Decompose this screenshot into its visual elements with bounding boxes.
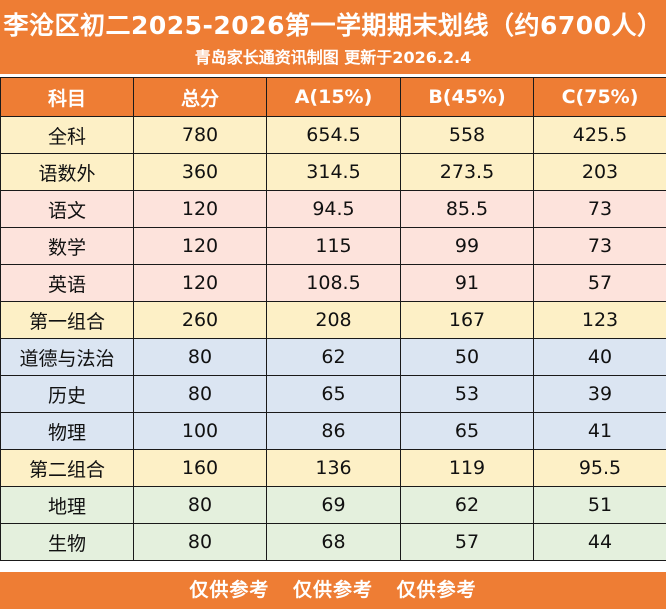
footer-note: 仅供参考	[189, 579, 270, 601]
cell-total: 360	[133, 153, 267, 191]
table-row: 物理 100 86 65 41	[0, 412, 666, 450]
cell-total: 160	[133, 449, 267, 487]
cell-grade-c: 73	[533, 190, 666, 228]
cell-grade-c: 203	[533, 153, 666, 191]
table-header-row: 科目 总分 A(15%) B(45%) C(75%)	[0, 77, 666, 117]
cell-grade-c: 44	[533, 523, 666, 561]
table-row: 全科 780 654.5 558 425.5	[0, 116, 666, 154]
cell-grade-a: 314.5	[266, 153, 401, 191]
cell-grade-b: 65	[400, 412, 534, 450]
cell-grade-c: 39	[533, 375, 666, 413]
cell-grade-c: 41	[533, 412, 666, 450]
cell-grade-b: 91	[400, 264, 534, 302]
cell-grade-a: 115	[266, 227, 401, 265]
table-row: 历史 80 65 53 39	[0, 375, 666, 413]
table-row: 英语 120 108.5 91 57	[0, 264, 666, 302]
cell-grade-b: 273.5	[400, 153, 534, 191]
cell-grade-a: 208	[266, 301, 401, 339]
cell-subject: 语数外	[0, 153, 134, 191]
column-header-grade-b: B(45%)	[400, 77, 534, 117]
cell-total: 100	[133, 412, 267, 450]
table-row: 第一组合 260 208 167 123	[0, 301, 666, 339]
cell-grade-b: 62	[400, 486, 534, 524]
cell-grade-b: 57	[400, 523, 534, 561]
cell-subject: 英语	[0, 264, 134, 302]
cell-subject: 地理	[0, 486, 134, 524]
cell-grade-c: 40	[533, 338, 666, 376]
cell-subject: 物理	[0, 412, 134, 450]
table-row: 地理 80 69 62 51	[0, 486, 666, 524]
column-header-total: 总分	[133, 77, 267, 117]
column-header-subject: 科目	[0, 77, 134, 117]
cell-total: 80	[133, 523, 267, 561]
cell-subject: 道德与法治	[0, 338, 134, 376]
table-body: 全科 780 654.5 558 425.5 语数外 360 314.5 273.5 203 语文 1…	[0, 116, 666, 561]
cell-grade-a: 136	[266, 449, 401, 487]
footer-banner: 仅供参考 仅供参考 仅供参考	[0, 572, 666, 609]
cell-total: 120	[133, 227, 267, 265]
page-title: 李沧区初二2025-2026第一学期期末划线（约6700人）	[3, 11, 663, 40]
header-banner: 李沧区初二2025-2026第一学期期末划线（约6700人） 青岛家长通资讯制图…	[0, 0, 666, 74]
cell-subject: 第二组合	[0, 449, 134, 487]
cell-grade-c: 57	[533, 264, 666, 302]
cell-total: 80	[133, 338, 267, 376]
cell-grade-c: 73	[533, 227, 666, 265]
cell-grade-b: 50	[400, 338, 534, 376]
cell-grade-a: 65	[266, 375, 401, 413]
page-subtitle: 青岛家长通资讯制图 更新于2026.2.4	[194, 48, 472, 67]
footer-note: 仅供参考	[292, 579, 373, 601]
cell-grade-b: 167	[400, 301, 534, 339]
table-row: 第二组合 160 136 119 95.5	[0, 449, 666, 487]
column-header-grade-c: C(75%)	[533, 77, 666, 117]
cell-subject: 数学	[0, 227, 134, 265]
table-row: 数学 120 115 99 73	[0, 227, 666, 265]
cell-grade-c: 425.5	[533, 116, 666, 154]
cell-subject: 历史	[0, 375, 134, 413]
cell-subject: 语文	[0, 190, 134, 228]
cell-grade-c: 123	[533, 301, 666, 339]
footer-note: 仅供参考	[396, 579, 477, 601]
cell-total: 120	[133, 190, 267, 228]
table-row: 生物 80 68 57 44	[0, 523, 666, 561]
cell-grade-b: 53	[400, 375, 534, 413]
cell-total: 780	[133, 116, 267, 154]
cell-grade-b: 558	[400, 116, 534, 154]
cell-grade-c: 95.5	[533, 449, 666, 487]
table-row: 语文 120 94.5 85.5 73	[0, 190, 666, 228]
cell-total: 80	[133, 486, 267, 524]
cell-total: 80	[133, 375, 267, 413]
cell-grade-b: 85.5	[400, 190, 534, 228]
cell-subject: 生物	[0, 523, 134, 561]
cell-grade-c: 51	[533, 486, 666, 524]
column-header-grade-a: A(15%)	[266, 77, 401, 117]
cell-grade-a: 108.5	[266, 264, 401, 302]
cell-grade-b: 99	[400, 227, 534, 265]
cell-total: 120	[133, 264, 267, 302]
table-row: 语数外 360 314.5 273.5 203	[0, 153, 666, 191]
cell-grade-a: 94.5	[266, 190, 401, 228]
cell-subject: 第一组合	[0, 301, 134, 339]
table-row: 道德与法治 80 62 50 40	[0, 338, 666, 376]
cell-total: 260	[133, 301, 267, 339]
cell-grade-a: 69	[266, 486, 401, 524]
cell-grade-a: 654.5	[266, 116, 401, 154]
cell-grade-a: 62	[266, 338, 401, 376]
cell-grade-a: 86	[266, 412, 401, 450]
cell-grade-a: 68	[266, 523, 401, 561]
cell-subject: 全科	[0, 116, 134, 154]
cell-grade-b: 119	[400, 449, 534, 487]
score-table: 科目 总分 A(15%) B(45%) C(75%) 全科 780 654.5 558…	[0, 77, 666, 561]
